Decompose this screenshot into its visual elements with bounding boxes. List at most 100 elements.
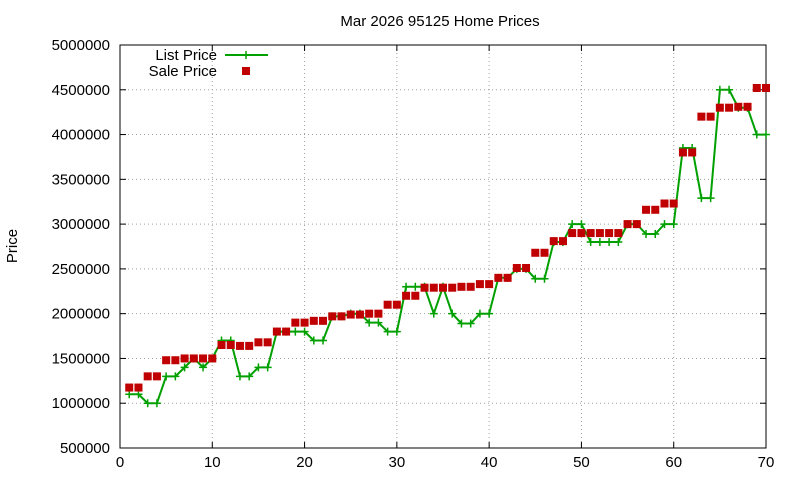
sale-price-point — [134, 383, 143, 392]
list-price-point — [402, 282, 411, 291]
sale-price-point — [577, 229, 586, 238]
sale-price-point — [688, 148, 697, 157]
list-price-point — [595, 238, 604, 247]
sale-price-point — [291, 318, 300, 327]
sale-price-point — [143, 372, 152, 381]
list-price-point — [429, 309, 438, 318]
sale-price-point — [651, 205, 660, 214]
list-price-point — [291, 327, 300, 336]
list-price-point — [752, 130, 761, 139]
list-price-point — [392, 327, 401, 336]
list-price-point — [199, 363, 208, 372]
chart-title: Mar 2026 95125 Home Prices — [340, 13, 539, 30]
list-price-point — [143, 399, 152, 408]
list-price-line — [129, 88, 766, 405]
x-tick-label: 60 — [665, 454, 682, 471]
sale-price-point — [632, 220, 641, 229]
sale-price-point — [189, 354, 198, 363]
list-price-point — [125, 390, 134, 399]
sale-price-point — [245, 341, 254, 350]
sale-price-point — [558, 237, 567, 246]
sale-price-point — [337, 312, 346, 321]
sale-price-point — [734, 102, 743, 111]
sale-price-point — [439, 283, 447, 292]
sale-price-point — [208, 354, 217, 363]
sale-price-point — [272, 327, 281, 336]
sale-price-point — [494, 273, 503, 282]
list-price-point — [263, 363, 272, 372]
list-price-point — [706, 194, 715, 203]
list-price-point — [300, 327, 309, 336]
sale-price-point — [300, 318, 309, 327]
y-tick-label: 3000000 — [52, 216, 110, 233]
sale-price-point — [254, 338, 263, 347]
sale-price-point — [743, 102, 752, 111]
y-axis-ticks: 500000 1000000 1500000 2000000 2500000 300000… — [52, 37, 766, 457]
y-axis-label: Price — [4, 229, 21, 263]
sale-price-point — [402, 291, 411, 300]
list-price-point — [152, 399, 161, 408]
sale-price-point — [355, 310, 364, 319]
sale-price-point — [346, 310, 355, 319]
list-price-point — [725, 85, 734, 94]
x-tick-label: 40 — [481, 454, 498, 471]
sale-price-point — [586, 229, 595, 238]
grid-lines — [120, 45, 766, 448]
sale-price-point — [568, 229, 577, 238]
list-price-point — [577, 220, 586, 229]
list-price-point — [605, 238, 614, 247]
y-tick-label: 4000000 — [52, 127, 110, 144]
sale-price-point — [180, 354, 189, 363]
sale-price-point — [411, 291, 420, 300]
sale-price-point — [531, 248, 540, 257]
y-tick-label: 500000 — [60, 440, 110, 457]
sale-price-point — [319, 316, 328, 325]
list-price-point — [171, 372, 180, 381]
list-price-point — [540, 274, 549, 283]
plot-frame — [119, 44, 767, 449]
sale-price-point — [125, 383, 134, 392]
sale-price-point — [485, 280, 494, 289]
list-price-point — [475, 309, 484, 318]
list-price-point — [319, 336, 328, 345]
sale-price-point — [383, 300, 392, 309]
y-tick-label: 4500000 — [52, 82, 110, 99]
sale-price-point — [522, 263, 531, 272]
y-tick-label: 1500000 — [52, 350, 110, 367]
list-price-point — [651, 229, 660, 238]
list-price-point — [466, 319, 475, 328]
sale-price-point — [660, 199, 669, 208]
y-tick-label: 2500000 — [52, 261, 110, 278]
sale-price-point — [475, 280, 484, 289]
x-tick-label: 50 — [573, 454, 590, 471]
sale-price-point — [429, 283, 438, 292]
sale-price-point — [420, 283, 429, 292]
sale-price-point — [642, 205, 651, 214]
sale-price-point — [715, 103, 724, 112]
x-tick-label: 10 — [204, 454, 221, 471]
sale-price-point — [226, 341, 235, 350]
sale-price-point — [199, 354, 208, 363]
sale-price-point — [282, 327, 291, 336]
sale-price-point — [669, 199, 678, 208]
y-tick-label: 1000000 — [52, 395, 110, 412]
sale-price-point — [374, 309, 383, 318]
x-tick-label: 70 — [758, 454, 775, 471]
sale-price-point — [171, 356, 180, 365]
sale-price-point — [752, 83, 761, 92]
y-tick-label: 5000000 — [52, 37, 110, 54]
list-price-point — [245, 372, 254, 381]
sale-price-point — [762, 83, 770, 92]
sale-price-point — [623, 220, 632, 229]
list-price-point — [411, 282, 420, 291]
sale-price-point — [503, 273, 512, 282]
list-price-point — [365, 318, 374, 327]
y-tick-label: 2000000 — [52, 306, 110, 323]
sale-price-point — [549, 237, 558, 246]
legend-marker-list-price — [242, 51, 250, 59]
y-tick-label: 3500000 — [52, 171, 110, 188]
list-price-point — [697, 194, 706, 203]
sale-price-point — [678, 148, 687, 157]
sale-price-point — [448, 283, 457, 292]
